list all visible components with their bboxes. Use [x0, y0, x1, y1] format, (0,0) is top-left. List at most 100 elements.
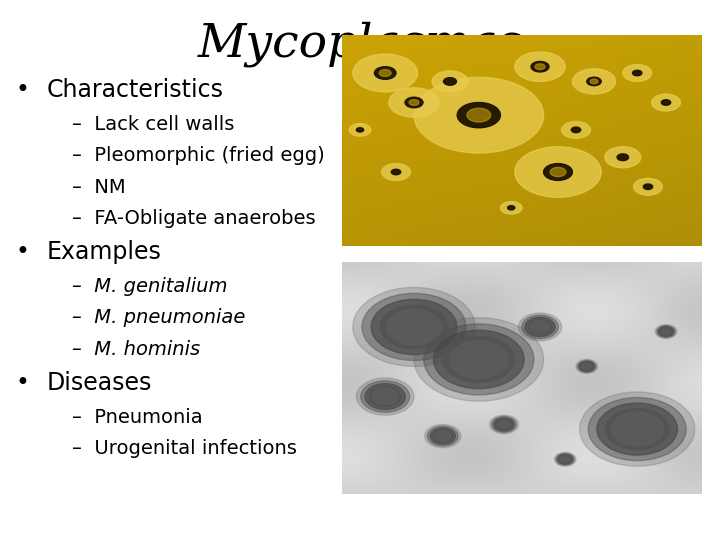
Circle shape: [655, 325, 677, 339]
Text: •: •: [16, 78, 30, 102]
Circle shape: [508, 206, 515, 210]
Circle shape: [661, 328, 671, 335]
Circle shape: [361, 381, 410, 413]
Circle shape: [659, 327, 674, 336]
Circle shape: [500, 201, 522, 214]
Circle shape: [634, 178, 662, 195]
Circle shape: [544, 164, 572, 180]
Text: –  Lack cell walls: – Lack cell walls: [72, 115, 235, 134]
Text: –  M. genitalium: – M. genitalium: [72, 277, 228, 296]
Text: –  Pleomorphic (fried egg): – Pleomorphic (fried egg): [72, 146, 325, 165]
Circle shape: [365, 383, 405, 409]
Circle shape: [409, 99, 419, 105]
Circle shape: [644, 184, 652, 190]
Circle shape: [562, 122, 590, 138]
Circle shape: [444, 78, 456, 85]
Circle shape: [662, 100, 671, 105]
Circle shape: [531, 62, 549, 72]
Circle shape: [577, 361, 596, 372]
Circle shape: [633, 70, 642, 76]
Circle shape: [433, 330, 524, 389]
Circle shape: [498, 420, 510, 429]
Text: Diseases: Diseases: [47, 371, 152, 395]
Circle shape: [372, 299, 456, 355]
Circle shape: [572, 69, 616, 94]
Circle shape: [435, 431, 451, 441]
Circle shape: [382, 164, 410, 180]
Circle shape: [518, 313, 562, 341]
Circle shape: [431, 428, 456, 444]
Circle shape: [657, 326, 675, 338]
Text: Examples: Examples: [47, 240, 162, 264]
Text: •: •: [16, 240, 30, 264]
Circle shape: [554, 453, 576, 466]
Circle shape: [588, 397, 686, 461]
Circle shape: [353, 54, 418, 92]
Circle shape: [556, 454, 575, 465]
Circle shape: [611, 413, 663, 446]
Circle shape: [405, 97, 423, 108]
Circle shape: [652, 94, 680, 111]
Circle shape: [379, 70, 391, 77]
Text: Mycoplasmas: Mycoplasmas: [197, 22, 523, 68]
Circle shape: [597, 403, 678, 455]
Circle shape: [380, 305, 448, 349]
Circle shape: [414, 318, 544, 401]
Circle shape: [582, 363, 592, 369]
Circle shape: [605, 147, 641, 168]
Circle shape: [449, 341, 508, 378]
Circle shape: [467, 108, 491, 122]
Circle shape: [572, 127, 580, 133]
Circle shape: [550, 167, 566, 177]
Circle shape: [558, 454, 573, 464]
Circle shape: [490, 415, 518, 434]
Text: –  Urogenital infections: – Urogenital infections: [72, 439, 297, 458]
Circle shape: [623, 65, 652, 82]
Circle shape: [444, 336, 515, 382]
Circle shape: [515, 52, 565, 82]
Circle shape: [606, 409, 669, 449]
Circle shape: [579, 361, 594, 372]
Text: –  Pneumonia: – Pneumonia: [72, 408, 202, 427]
Circle shape: [515, 147, 601, 197]
Text: –  M. pneumoniae: – M. pneumoniae: [72, 308, 246, 327]
Circle shape: [528, 319, 552, 335]
Circle shape: [389, 87, 439, 117]
Circle shape: [576, 360, 598, 373]
Circle shape: [535, 64, 545, 70]
Circle shape: [617, 154, 629, 160]
Circle shape: [525, 317, 555, 336]
Circle shape: [559, 455, 571, 463]
Circle shape: [560, 456, 570, 462]
Circle shape: [494, 418, 514, 431]
Circle shape: [590, 79, 598, 84]
Text: •: •: [16, 371, 30, 395]
Circle shape: [372, 388, 398, 405]
Circle shape: [362, 293, 466, 361]
Circle shape: [660, 328, 672, 335]
Circle shape: [433, 430, 453, 442]
Circle shape: [428, 426, 458, 446]
Text: Characteristics: Characteristics: [47, 78, 224, 102]
Circle shape: [392, 169, 400, 175]
Circle shape: [496, 420, 512, 429]
Circle shape: [581, 362, 593, 370]
Circle shape: [530, 321, 550, 333]
Circle shape: [374, 66, 396, 79]
Circle shape: [521, 315, 559, 339]
Text: –  M. hominis: – M. hominis: [72, 340, 200, 359]
Circle shape: [349, 124, 371, 136]
Circle shape: [356, 128, 364, 132]
Circle shape: [425, 424, 461, 448]
Circle shape: [457, 103, 500, 128]
Circle shape: [432, 71, 468, 92]
Circle shape: [414, 77, 544, 153]
Circle shape: [356, 378, 414, 415]
Circle shape: [580, 392, 695, 466]
Circle shape: [369, 386, 401, 407]
Circle shape: [353, 287, 475, 366]
Text: –  NM: – NM: [72, 178, 125, 197]
Circle shape: [587, 77, 601, 86]
Text: –  FA-Obligate anaerobes: – FA-Obligate anaerobes: [72, 209, 315, 228]
Circle shape: [423, 324, 534, 395]
